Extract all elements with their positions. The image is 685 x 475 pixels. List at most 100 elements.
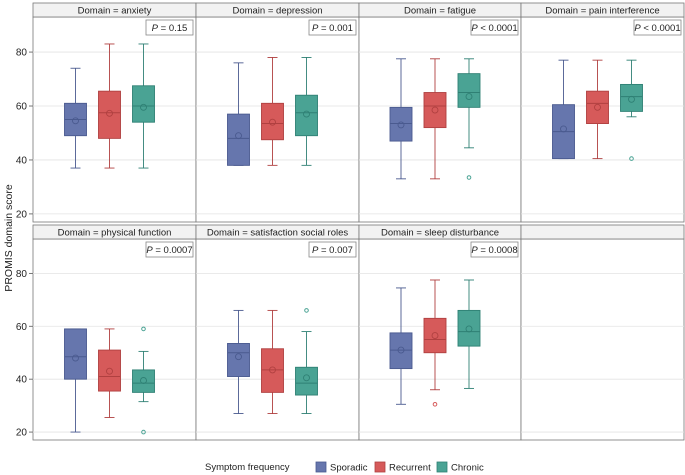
panel-plot-area <box>520 238 685 441</box>
mean-marker <box>303 374 310 382</box>
p-value-label: P = 0.0008 <box>471 245 517 256</box>
panel: Domain = pain interference P < 0.0001 <box>520 2 685 223</box>
mean-marker <box>106 367 113 375</box>
mean-marker <box>560 125 567 133</box>
p-value-box <box>470 19 519 36</box>
box-sporadic <box>389 58 413 180</box>
p-value-box <box>470 241 519 258</box>
y-tick-label: 80 <box>16 269 28 280</box>
box-iqr <box>132 369 155 393</box>
legend-title: Symptom frequency <box>205 462 290 473</box>
outlier-point <box>466 175 472 180</box>
panel: Domain = physical function P = 0.0007 <box>32 224 197 441</box>
panel: Domain = satisfaction social roles P = 0.… <box>195 224 360 441</box>
box-chronic <box>132 43 155 169</box>
p-value-box <box>145 19 194 36</box>
mean-marker <box>594 103 601 111</box>
box-sporadic <box>64 328 87 433</box>
box-chronic <box>457 58 481 180</box>
legend-label-recurrent: Recurrent <box>389 463 431 474</box>
box-sporadic <box>389 287 413 405</box>
outlier-point <box>629 156 634 161</box>
mean-marker <box>465 325 473 333</box>
mean-marker <box>72 117 79 125</box>
box-iqr <box>389 332 413 370</box>
y-tick-label: 20 <box>16 209 28 220</box>
y-tick-label: 40 <box>16 375 28 386</box>
mean-marker <box>303 110 310 118</box>
box-chronic <box>295 57 318 166</box>
box-chronic <box>620 59 643 161</box>
mean-marker <box>72 354 79 362</box>
legend-label-chronic: Chronic <box>451 463 484 474</box>
mean-marker <box>235 132 242 140</box>
y-tick-label: 40 <box>16 155 28 166</box>
p-value-label: P = 0.0007 <box>146 245 192 256</box>
panel-title: Domain = satisfaction social roles <box>207 228 348 239</box>
y-tick-label: 20 <box>16 428 28 439</box>
box-chronic <box>132 326 155 435</box>
box-iqr <box>261 348 284 393</box>
box-sporadic <box>64 67 87 169</box>
p-value-box <box>145 241 194 258</box>
box-iqr <box>98 349 121 392</box>
box-iqr <box>64 328 87 380</box>
panel-title: Domain = sleep disturbance <box>381 228 499 239</box>
panel-title: Domain = pain interference <box>545 6 659 17</box>
p-value-label: P < 0.0001 <box>471 23 517 34</box>
mean-marker <box>397 121 405 129</box>
box-chronic <box>457 279 481 389</box>
panel-plot-area <box>32 238 197 441</box>
panel-title: Domain = anxiety <box>78 6 152 17</box>
y-axis-label: PROMIS domain score <box>3 184 15 292</box>
legend-swatch-recurrent <box>374 461 386 473</box>
p-value-label: P = 0.007 <box>312 245 353 256</box>
panel-plot-area <box>195 238 360 441</box>
legend-swatch-sporadic <box>315 461 327 473</box>
panel: Domain = depression P = 0.001 <box>195 2 360 223</box>
p-value-label: P = 0.15 <box>152 23 188 34</box>
legend-swatch-chronic <box>436 461 448 473</box>
box-iqr <box>620 83 643 112</box>
outlier-point <box>432 401 438 407</box>
panel-header <box>520 224 685 240</box>
panel: Domain = sleep disturbance P = 0.0008 <box>358 224 522 441</box>
box-iqr <box>295 94 318 137</box>
y-tick-label: 60 <box>16 102 28 113</box>
box-iqr <box>423 92 447 129</box>
outlier-point <box>141 429 146 435</box>
box-recurrent <box>261 57 284 166</box>
box-recurrent <box>98 43 121 169</box>
p-value-box <box>633 19 682 36</box>
box-iqr <box>389 106 413 142</box>
panel-header <box>520 2 685 18</box>
box-iqr <box>457 309 481 347</box>
p-value-box <box>308 19 357 36</box>
box-iqr <box>261 102 284 141</box>
p-value-label: P < 0.0001 <box>634 23 680 34</box>
mean-marker <box>269 118 276 126</box>
mean-marker <box>106 109 113 117</box>
mean-marker <box>140 103 147 111</box>
mean-marker <box>235 353 242 361</box>
box-iqr <box>423 317 447 354</box>
box-recurrent <box>98 328 121 418</box>
box-recurrent <box>261 309 284 415</box>
panel-title: Domain = physical function <box>58 228 172 239</box>
box-sporadic <box>227 309 250 415</box>
panel-title: Domain = fatigue <box>404 6 476 17</box>
box-chronic <box>295 308 318 415</box>
box-recurrent <box>586 59 609 160</box>
box-sporadic <box>227 62 250 166</box>
box-iqr <box>457 73 481 108</box>
panel-title: Domain = depression <box>232 6 322 17</box>
box-iqr <box>98 90 121 139</box>
p-value-box <box>308 241 357 258</box>
box-sporadic <box>552 59 575 160</box>
empty-panel <box>520 224 685 441</box>
mean-marker <box>431 332 439 339</box>
mean-marker <box>269 366 276 374</box>
mean-marker <box>140 377 147 384</box>
